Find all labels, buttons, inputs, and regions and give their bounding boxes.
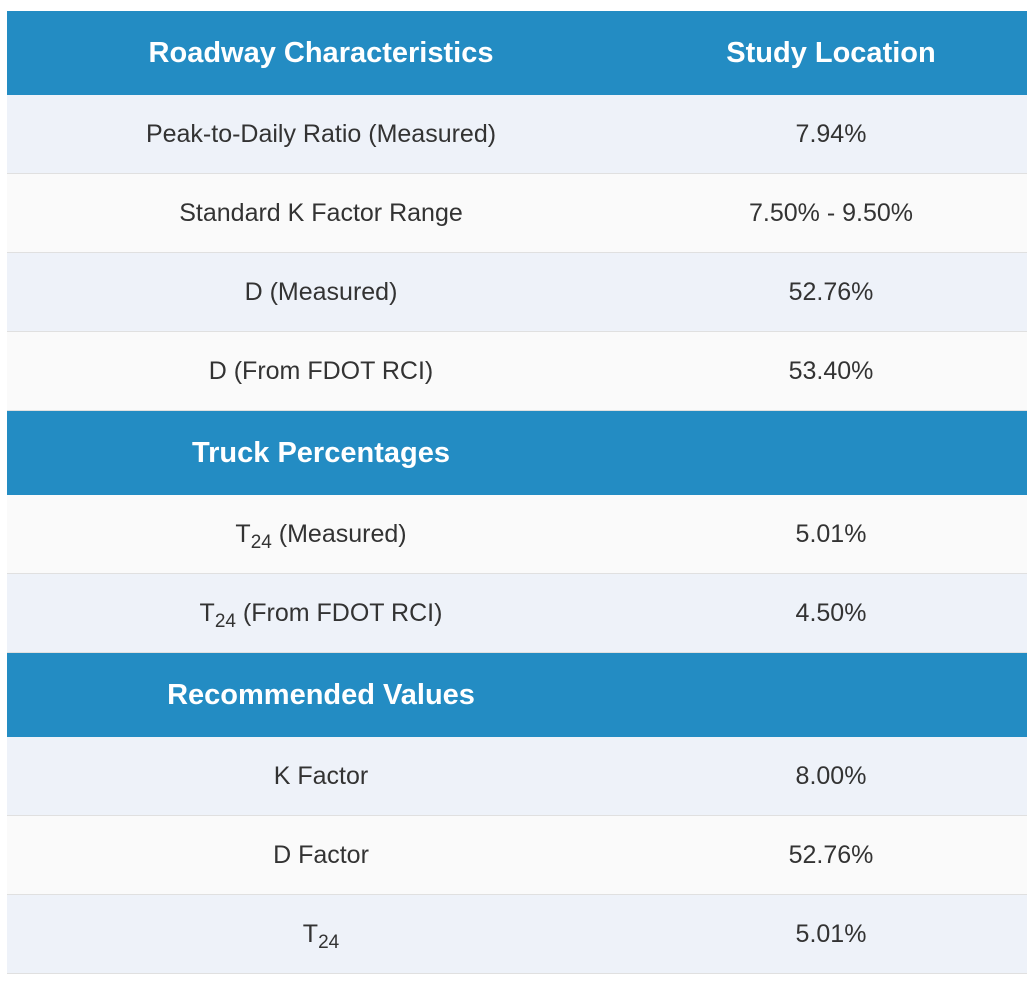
- table-row: Peak-to-Daily Ratio (Measured) 7.94%: [7, 95, 1027, 174]
- row-value: 5.01%: [635, 894, 1027, 974]
- section-header-empty-cell: [635, 652, 1027, 737]
- row-value: 52.76%: [635, 815, 1027, 895]
- section-header-recommended-values: Recommended Values: [7, 652, 1027, 737]
- label-main: T: [199, 598, 215, 627]
- row-label: T24: [7, 894, 635, 974]
- row-label: Standard K Factor Range: [7, 173, 635, 253]
- header-study-location: Study Location: [635, 11, 1027, 95]
- section-title-truck-percentages: Truck Percentages: [7, 410, 635, 495]
- label-subscript: 24: [250, 531, 272, 553]
- section-header-empty-cell: [635, 410, 1027, 495]
- row-value: 53.40%: [635, 331, 1027, 411]
- label-rest: (From FDOT RCI): [235, 598, 443, 627]
- row-label: D (From FDOT RCI): [7, 331, 635, 411]
- row-value: 7.94%: [635, 95, 1027, 174]
- table-row: Standard K Factor Range 7.50% - 9.50%: [7, 173, 1027, 253]
- row-label: T24 (Measured): [7, 495, 635, 574]
- table-row: T24 (Measured) 5.01%: [7, 495, 1027, 574]
- table-row: T24 (From FDOT RCI) 4.50%: [7, 573, 1027, 653]
- section-title-recommended-values: Recommended Values: [7, 652, 635, 737]
- table-row: D (From FDOT RCI) 53.40%: [7, 331, 1027, 411]
- label-subscript: 24: [318, 931, 340, 953]
- row-value: 5.01%: [635, 495, 1027, 574]
- label-rest: (Measured): [271, 519, 407, 548]
- roadway-characteristics-table: Roadway Characteristics Study Location P…: [7, 11, 1027, 974]
- label-main: T: [235, 519, 251, 548]
- row-value: 7.50% - 9.50%: [635, 173, 1027, 253]
- row-label: T24 (From FDOT RCI): [7, 573, 635, 653]
- row-label: Peak-to-Daily Ratio (Measured): [7, 95, 635, 174]
- row-label: K Factor: [7, 737, 635, 816]
- table-header-row: Roadway Characteristics Study Location: [7, 11, 1027, 95]
- section-header-truck-percentages: Truck Percentages: [7, 410, 1027, 495]
- row-value: 8.00%: [635, 737, 1027, 816]
- table-row: T24 5.01%: [7, 894, 1027, 974]
- table-row: D (Measured) 52.76%: [7, 252, 1027, 332]
- row-label: D Factor: [7, 815, 635, 895]
- roadway-table-container: Roadway Characteristics Study Location P…: [7, 11, 1027, 974]
- table-row: K Factor 8.00%: [7, 737, 1027, 816]
- row-label: D (Measured): [7, 252, 635, 332]
- row-value: 52.76%: [635, 252, 1027, 332]
- header-roadway-characteristics: Roadway Characteristics: [7, 11, 635, 95]
- label-main: T: [302, 919, 319, 948]
- table-row: D Factor 52.76%: [7, 815, 1027, 895]
- label-subscript: 24: [214, 610, 236, 632]
- row-value: 4.50%: [635, 573, 1027, 653]
